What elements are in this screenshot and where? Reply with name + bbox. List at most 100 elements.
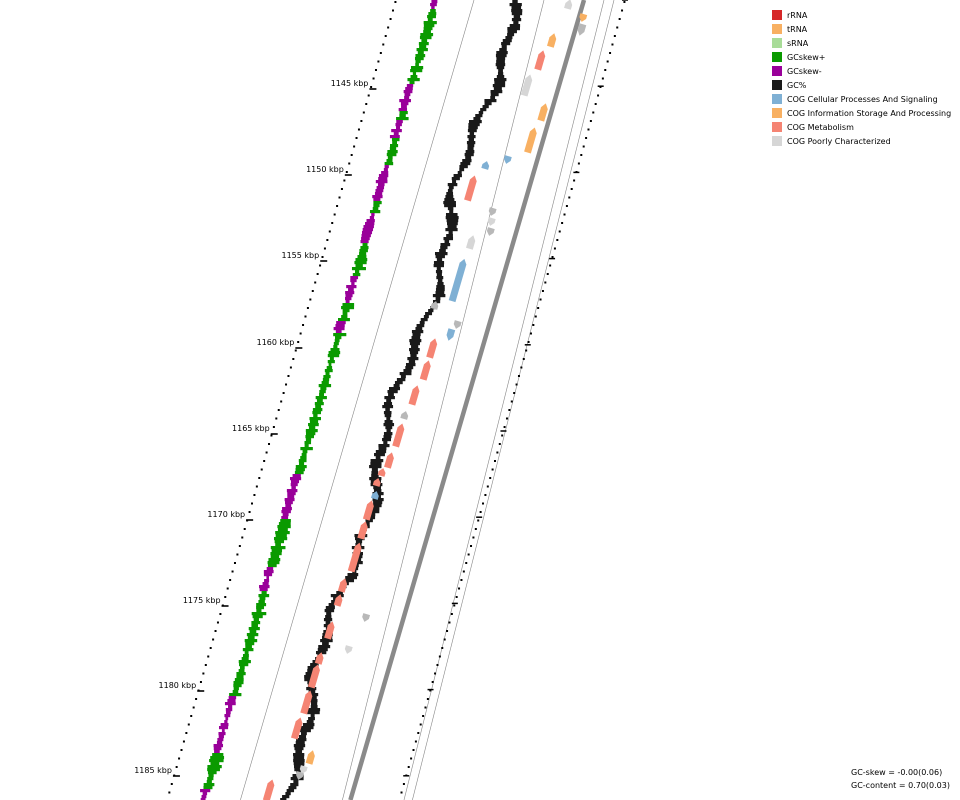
gc-skew-pos-bar (244, 651, 249, 655)
gene-arrow (347, 542, 362, 573)
scale-dot (582, 145, 585, 148)
gene-arrow (426, 338, 438, 359)
gc-skew-neg-bar (377, 183, 385, 187)
scale-dot (365, 103, 368, 105)
scale-dot (306, 307, 309, 309)
gc-skew-pos-bar (362, 243, 368, 247)
gc-content-bar (480, 108, 487, 112)
gc-skew-neg-bar (202, 792, 208, 796)
scale-dot (219, 613, 222, 615)
gc-skew-pos-bar (423, 27, 433, 31)
scale-dot (553, 247, 556, 250)
scale-dot (529, 332, 532, 335)
gc-skew-pos-bar (208, 774, 214, 778)
gc-content-bar (370, 462, 382, 466)
gc-skew-pos-bar (410, 69, 423, 73)
legend-label: rRNA (787, 10, 808, 20)
scale-dot (226, 587, 229, 590)
scale-dot (424, 706, 427, 709)
gc-skew-track (200, 0, 438, 800)
gc-content-bar (444, 204, 456, 208)
gc-content-bar (300, 732, 307, 736)
gc-content-bar (490, 90, 503, 94)
gene-arrow (384, 452, 394, 469)
gc-skew-pos-bar (354, 270, 360, 274)
gc-skew-pos-bar (267, 564, 277, 568)
gc-content-bar (320, 639, 333, 643)
guide-line (412, 0, 615, 800)
gc-skew-pos-bar (335, 336, 342, 340)
scale-dot (522, 358, 525, 360)
kbp-ticks: 1145 kbp 1150 kbp 1155 kbp 1160 kbp 1165… (134, 79, 377, 777)
scale-dot (585, 137, 588, 139)
gc-skew-pos-bar (341, 315, 348, 319)
gc-skew-pos-bar (305, 429, 318, 433)
legend-item-cog-metabolism: COG Metabolism (772, 120, 957, 134)
gc-skew-neg-bar (292, 474, 301, 478)
gc-skew-pos-bar (270, 552, 282, 556)
scale-dot (357, 128, 360, 131)
gc-skew-pos-bar (212, 753, 224, 757)
scale-dot (462, 570, 465, 573)
scale-dot (270, 434, 273, 437)
gene-arrow (453, 320, 462, 329)
gc-content-bar (446, 219, 459, 223)
gc-content-bar (304, 675, 317, 679)
gc-content-bar (490, 96, 496, 100)
gc-skew-pos-bar (324, 369, 333, 373)
gc-skew-pos-bar (207, 777, 214, 781)
gc-skew-pos-bar (267, 561, 280, 565)
scale-dot (493, 460, 496, 462)
scale-dot (496, 451, 499, 454)
track-guide-lines (240, 0, 615, 800)
scale-dot (489, 477, 492, 479)
gc-content-bar (505, 36, 513, 40)
scale-dot (282, 392, 285, 394)
gc-skew-pos-bar (233, 684, 242, 688)
gc-content-bar (286, 789, 295, 793)
gc-skew-pos-bar (387, 150, 398, 154)
gc-skew-pos-bar (326, 366, 333, 370)
gc-content-bar (440, 243, 451, 247)
gc-content-bar (446, 234, 453, 238)
gc-content-bar (468, 126, 478, 130)
legend-item-cog-cellular: COG Cellular Processes And Signaling (772, 92, 957, 106)
gc-skew-neg-bar (289, 477, 302, 481)
gene-arrow (290, 717, 303, 740)
gc-content-bar (293, 744, 306, 748)
gc-content-bar (308, 690, 316, 694)
legend-swatch (772, 38, 782, 48)
gc-skew-pos-bar (274, 540, 285, 544)
scale-dot (360, 120, 363, 122)
gc-skew-pos-bar (242, 654, 249, 658)
gc-skew-pos-bar (203, 786, 213, 790)
gc-skew-neg-bar (225, 717, 229, 721)
gc-content-bar (410, 354, 417, 358)
gc-skew-neg-bar (200, 789, 211, 793)
scale-dot (236, 553, 239, 556)
gc-skew-pos-bar (300, 447, 313, 451)
gc-skew-neg-bar (287, 492, 296, 496)
gc-content-bar (511, 6, 522, 10)
scale-dot (323, 247, 326, 250)
gc-skew-pos-bar (423, 30, 431, 34)
gc-skew-neg-bar (431, 0, 438, 4)
gc-content-bar (432, 300, 441, 304)
scale-dot (204, 664, 207, 666)
gc-skew-pos-bar (256, 609, 262, 613)
gc-skew-pos-bar (302, 450, 308, 454)
gc-content-bar (494, 78, 507, 82)
gc-content-bar (462, 159, 472, 163)
gc-content-bar (439, 249, 446, 253)
gc-skew-neg-bar (218, 726, 229, 730)
scale-dot (319, 264, 322, 267)
legend-label: GCskew- (787, 66, 822, 76)
gc-skew-pos-bar (258, 594, 270, 598)
gene-arrow (448, 258, 467, 303)
gc-skew-neg-bar (224, 714, 231, 718)
gc-content-bar (468, 138, 474, 142)
gene-arrow (464, 175, 477, 202)
gc-content-bar (396, 378, 406, 382)
gc-skew-neg-bar (345, 300, 350, 304)
gc-content-bar (443, 237, 454, 241)
